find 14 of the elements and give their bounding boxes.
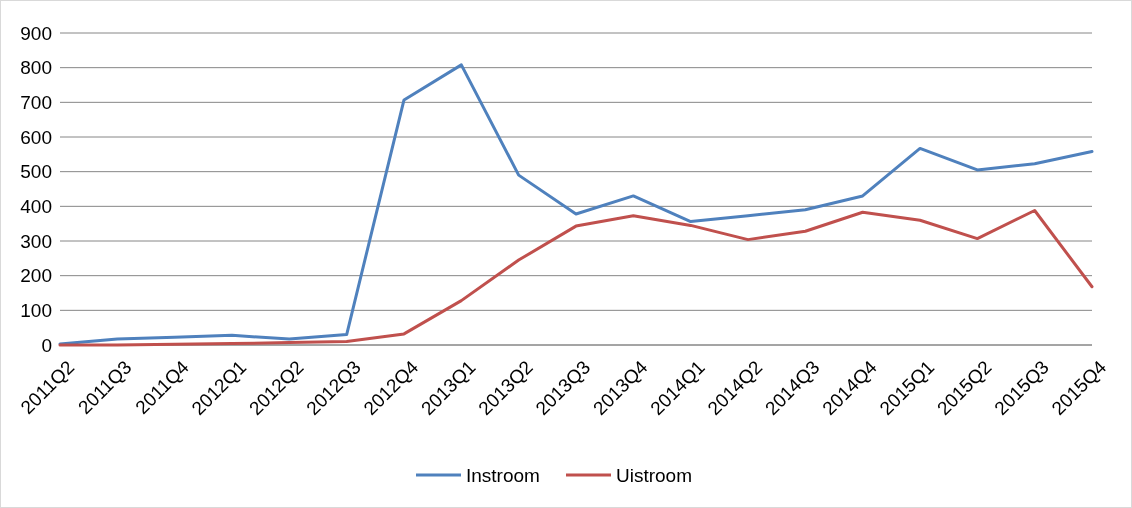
y-tick-label: 200 [20,265,52,287]
y-tick-label: 600 [20,126,52,148]
y-tick-label: 900 [20,22,52,44]
line-series [58,63,1094,346]
y-tick-label: 700 [20,91,52,113]
y-tick-label: 300 [20,230,52,252]
legend-label: Uistroom [616,464,693,486]
y-tick-label: 0 [41,334,52,356]
y-tick-label: 400 [20,195,52,217]
y-tick-label: 800 [20,57,52,79]
y-tick-label: 500 [20,161,52,183]
line-series [58,208,1094,347]
y-tick-label: 100 [20,299,52,321]
legend-label: Instroom [466,464,540,486]
